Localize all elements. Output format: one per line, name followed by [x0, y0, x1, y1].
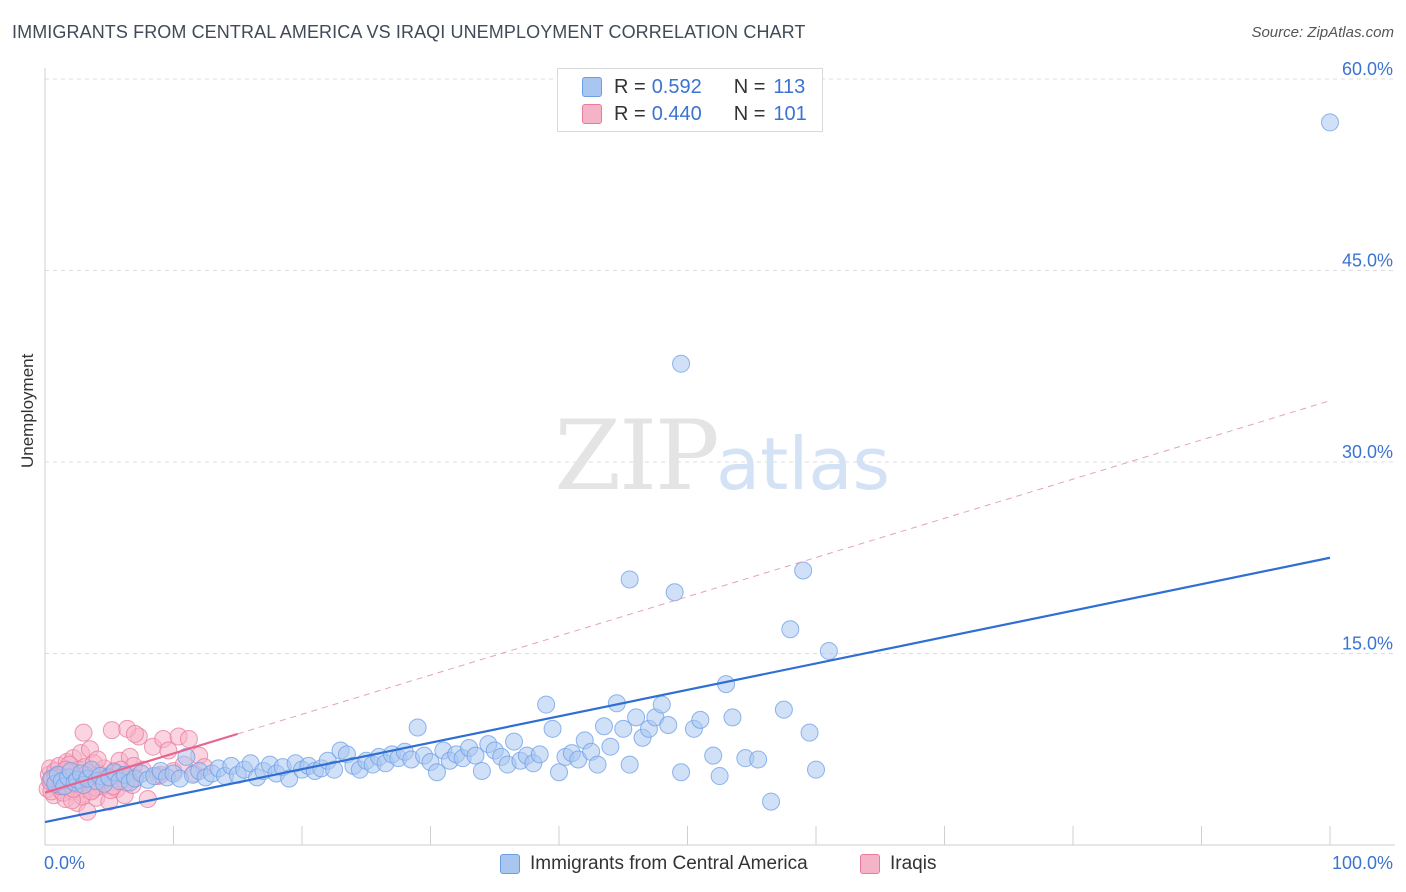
point-central-america — [1321, 113, 1339, 132]
grid-lines — [45, 78, 1395, 654]
point-central-america — [749, 750, 768, 769]
tick-labels: 15.0% 30.0% 45.0% 60.0% 0.0% 100.0% — [44, 59, 1393, 873]
point-central-america — [594, 717, 613, 736]
legend-row-central-america: R = 0.592 N = 113 — [582, 74, 805, 100]
bottom-legend-label: Immigrants from Central America — [530, 853, 808, 874]
chart-title: IMMIGRANTS FROM CENTRAL AMERICA VS IRAQI… — [12, 22, 806, 42]
point-central-america — [614, 719, 633, 738]
point-iraqis — [74, 723, 93, 742]
legend-n-label: N = — [733, 75, 766, 98]
point-central-america — [665, 583, 684, 602]
point-central-america — [691, 710, 710, 729]
bottom-legend-label: Iraqis — [890, 853, 937, 874]
trend-lines — [44, 400, 1331, 824]
point-central-america — [325, 760, 344, 779]
bottom-legend-central-america: Immigrants from Central America — [500, 852, 808, 876]
trend-line-iraqis-dashed — [237, 400, 1331, 735]
point-central-america — [472, 761, 491, 780]
point-central-america — [781, 620, 800, 639]
legend-n-label: N = — [733, 102, 766, 125]
data-points — [38, 113, 1339, 821]
point-central-america — [762, 792, 781, 811]
x-tick-label-max: 100.0% — [1332, 853, 1393, 873]
legend-n-value: 101 — [773, 102, 807, 125]
legend-n-value: 113 — [773, 75, 806, 98]
source-label: Source: ZipAtlas.com — [1251, 24, 1394, 41]
point-central-america — [807, 760, 825, 779]
point-central-america — [588, 755, 607, 774]
point-central-america — [672, 763, 691, 782]
point-central-america — [800, 723, 819, 742]
point-central-america — [710, 767, 729, 786]
bottom-legend-swatch-pink — [860, 854, 880, 874]
point-central-america — [530, 745, 549, 764]
stats-legend: R = 0.592 N = 113 R = 0.440 N = 101 — [557, 68, 823, 132]
legend-r-label: R = — [614, 75, 646, 98]
point-iraqis — [102, 721, 121, 740]
trend-line-central-america — [44, 556, 1331, 824]
point-central-america — [543, 719, 562, 738]
trend-line-iraqis-solid — [44, 732, 239, 794]
y-tick-label: 15.0% — [1342, 634, 1393, 654]
x-tick-label-min: 0.0% — [44, 853, 85, 873]
y-tick-label: 30.0% — [1342, 442, 1393, 462]
point-central-america — [550, 763, 568, 782]
point-central-america — [659, 715, 678, 734]
point-central-america — [620, 755, 639, 774]
legend-swatch-blue — [582, 77, 602, 97]
point-central-america — [652, 695, 671, 714]
legend-swatch-pink — [582, 104, 602, 124]
legend-r-label: R = — [614, 102, 646, 125]
point-iraqis — [179, 730, 198, 749]
y-axis-label: Unemployment — [18, 353, 37, 468]
point-central-america — [408, 718, 427, 737]
point-central-america — [505, 732, 524, 751]
legend-r-value: 0.440 — [651, 102, 702, 125]
point-iraqis — [125, 724, 144, 743]
watermark-zip: ZIP — [554, 400, 717, 512]
legend-row-iraqis: R = 0.440 N = 101 — [582, 101, 807, 127]
point-central-america — [723, 708, 742, 727]
bottom-legend-iraqis: Iraqis — [860, 852, 936, 876]
y-tick-label: 45.0% — [1342, 251, 1393, 271]
watermark: ZIP atlas — [554, 400, 890, 512]
point-central-america — [620, 570, 639, 589]
point-central-america — [794, 561, 813, 580]
legend-r-value: 0.592 — [651, 75, 702, 98]
point-central-america — [627, 708, 646, 727]
point-central-america — [280, 769, 299, 788]
point-central-america — [704, 746, 723, 765]
y-tick-label: 60.0% — [1342, 59, 1393, 79]
point-central-america — [466, 746, 485, 765]
point-central-america — [537, 695, 556, 714]
point-central-america — [672, 354, 691, 373]
point-central-america — [427, 763, 446, 782]
point-central-america — [601, 737, 620, 756]
point-central-america — [819, 641, 838, 660]
point-central-america — [774, 700, 793, 719]
axes — [44, 68, 1395, 846]
watermark-atlas: atlas — [716, 422, 890, 506]
bottom-legend-swatch-blue — [500, 854, 520, 874]
